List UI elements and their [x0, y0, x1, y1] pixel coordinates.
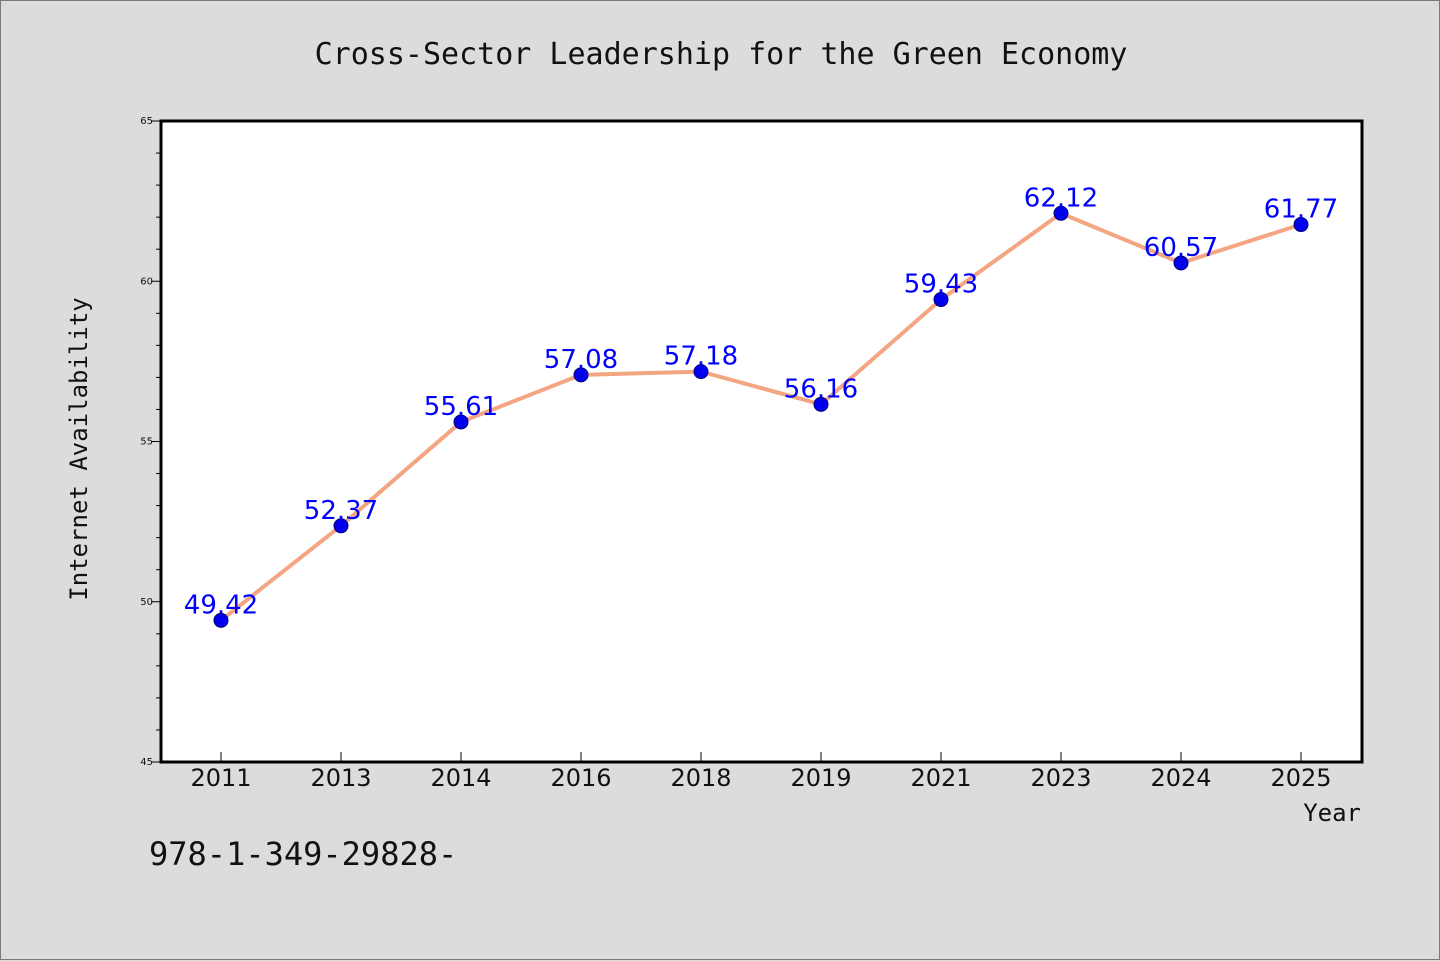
data-label: 60.57: [1144, 233, 1218, 263]
y-tick-label: 65: [140, 116, 153, 127]
y-tick-label: 60: [140, 276, 153, 287]
data-label: 57.08: [544, 345, 618, 375]
x-tick-label: 2016: [550, 764, 611, 792]
data-label: 56.16: [784, 374, 858, 404]
data-point-marker: [1173, 255, 1189, 271]
x-tick-label: 2021: [910, 764, 971, 792]
y-tick-label: 45: [140, 757, 153, 768]
data-label: 49.42: [184, 590, 258, 620]
footer-isbn-text: 978-1-349-29828-: [149, 835, 457, 873]
y-axis: 45 50 55 60 65: [140, 116, 161, 768]
x-tick-label: 2013: [310, 764, 371, 792]
x-tick-label: 2024: [1150, 764, 1211, 792]
plot-area: [159, 119, 1364, 764]
y-tick-label: 55: [140, 437, 153, 448]
data-label: 52.37: [304, 496, 378, 526]
x-tick-label: 2023: [1030, 764, 1091, 792]
y-axis-label: Internet Availability: [65, 297, 93, 600]
x-axis-label: Year: [1303, 799, 1361, 827]
data-point-marker: [573, 367, 589, 383]
data-point-marker: [213, 612, 229, 628]
series-layer: 49.42 52.37 55.61 57.08 57.18 56.16 59.43 62.12…: [184, 183, 1338, 628]
x-tick-label: 2014: [430, 764, 491, 792]
data-point-marker: [1293, 217, 1309, 233]
series-line: [219, 211, 1303, 623]
x-tick-label: 2011: [190, 764, 251, 792]
data-point-marker: [453, 414, 469, 430]
data-label: 55.61: [424, 392, 498, 422]
data-label: 59.43: [904, 270, 978, 300]
data-point-marker: [693, 364, 709, 380]
data-point-marker: [333, 518, 349, 534]
x-axis: 2011 2013 2014 2016 2018 2019 2021 2023 2024 2025: [190, 752, 1332, 792]
x-tick-label: 2025: [1270, 764, 1331, 792]
data-point-marker: [813, 396, 829, 412]
data-label: 57.18: [664, 342, 738, 372]
y-tick-label: 50: [140, 597, 153, 608]
chart-title: Cross-Sector Leadership for the Green Ec…: [315, 37, 1128, 72]
x-tick-label: 2019: [790, 764, 851, 792]
x-tick-label: 2018: [670, 764, 731, 792]
data-label: 62.12: [1024, 183, 1098, 213]
data-label: 61.77: [1264, 195, 1338, 225]
data-point-marker: [1053, 205, 1069, 221]
data-point-marker: [933, 292, 949, 308]
